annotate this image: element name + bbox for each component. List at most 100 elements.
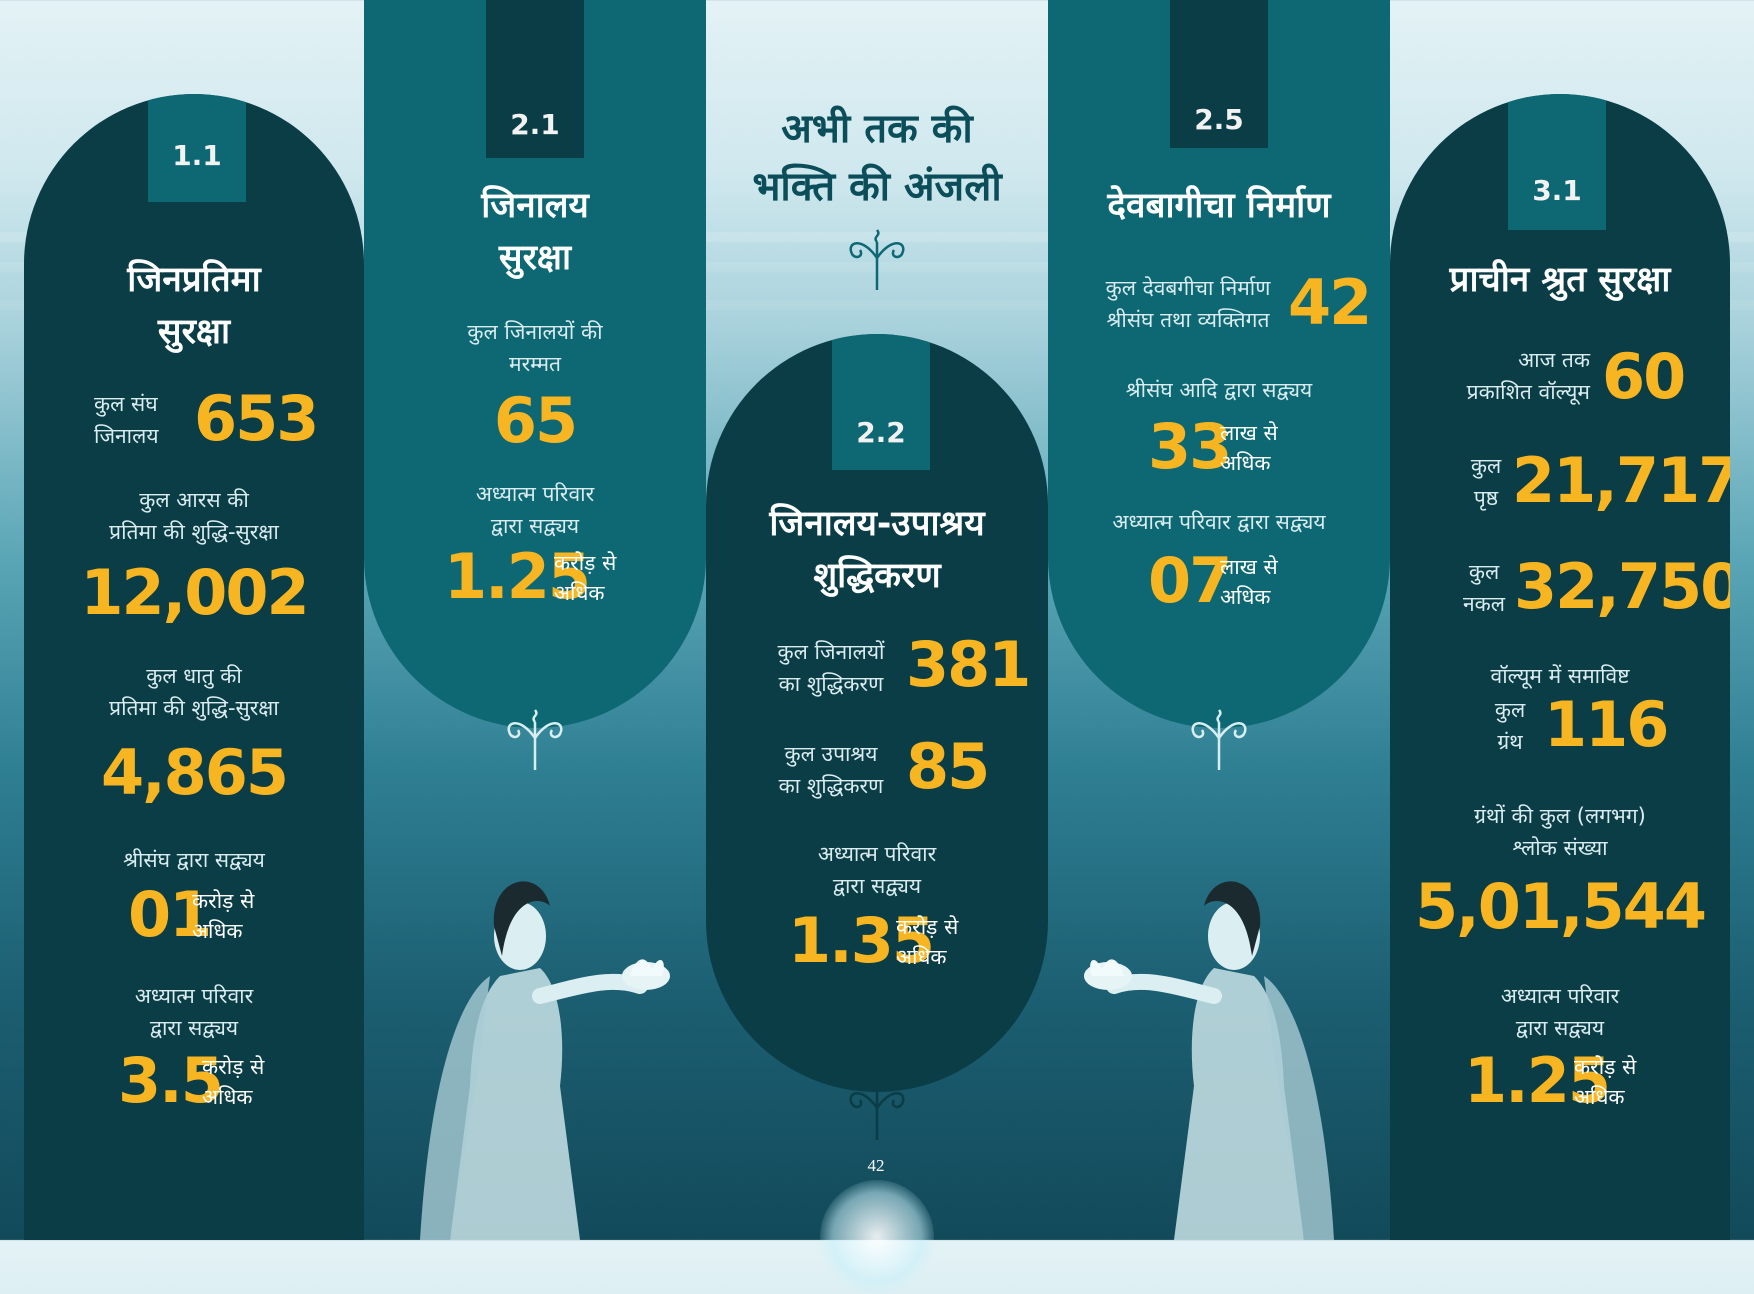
- stat-unit-line: लाख से: [1220, 555, 1278, 579]
- stat-label: कुल पृष्ठ: [1456, 450, 1516, 514]
- stat-unit-line: करोड़ से: [1574, 1055, 1637, 1079]
- stat-value: 12,002: [80, 556, 309, 629]
- stat-label-line: अध्यात्म परिवार: [134, 984, 254, 1008]
- panel-jinalay-suraksha: 2.1 जिनालय सुरक्षा कुल जिनालयों की मरम्म…: [364, 0, 706, 728]
- stat-label: कुल नकल: [1444, 556, 1524, 620]
- stat-unit-line: अधिक: [1220, 585, 1271, 609]
- devotee-figure-right: [1084, 881, 1334, 1240]
- stat-label: अध्यात्म परिवार द्वारा सद्व्यय: [364, 478, 706, 542]
- heading-line-2: भक्ति की अंजली: [752, 164, 1002, 210]
- stat-unit: करोड़ से अधिक: [192, 886, 254, 946]
- floral-ornament-icon: [1191, 709, 1247, 770]
- stat-label-line: पृष्ठ: [1473, 486, 1499, 510]
- stat-value: 32,750: [1514, 550, 1730, 623]
- stat-label-line: नकल: [1462, 592, 1506, 616]
- stat-value: 01: [128, 878, 212, 951]
- stat-unit-line: करोड़ से: [202, 1055, 265, 1079]
- panel-title-line: सुरक्षा: [498, 238, 572, 278]
- stat-label-line: कुल जिनालयों की: [467, 320, 603, 344]
- stat-unit-line: अधिक: [1220, 451, 1271, 475]
- stat-unit: करोड़ से अधिक: [896, 912, 958, 972]
- stat-label-line: ग्रंथ: [1497, 730, 1523, 754]
- panel-title: प्राचीन श्रुत सुरक्षा: [1449, 260, 1671, 300]
- stat-label-line: अध्यात्म परिवार: [1500, 984, 1620, 1008]
- stat-label: श्रीसंघ द्वारा सद्व्यय: [123, 848, 265, 872]
- stat-label: कुल देवबगीचा निर्माण श्रीसंघ तथा व्यक्ति…: [1088, 272, 1288, 336]
- stat-value: 5,01,544: [1415, 870, 1707, 943]
- page-number: 42: [867, 1156, 885, 1175]
- stat-unit: करोड़ से अधिक: [554, 548, 616, 608]
- floral-ornament-icon: [849, 229, 905, 290]
- stat-value: 33: [1148, 410, 1232, 483]
- stat-label: कुल जिनालयों की मरम्मत: [364, 316, 706, 380]
- stat-label-line: द्वारा सद्व्यय: [1515, 1016, 1605, 1040]
- panel-title: जिनालय-उपाश्रय शुद्धिकरण: [706, 498, 1048, 602]
- panel-title-line: जिनालय-उपाश्रय: [769, 504, 985, 544]
- stat-unit-line: अधिक: [1574, 1085, 1625, 1109]
- stat-value: 3.5: [118, 1044, 224, 1117]
- stat-label: कुल आरस की प्रतिमा की शुद्धि-सुरक्षा: [24, 484, 364, 548]
- panel-title: देवबागीचा निर्माण: [1107, 186, 1331, 226]
- stat-label-line: अध्यात्म परिवार: [817, 842, 937, 866]
- stat-value: 116: [1544, 688, 1669, 761]
- stat-label-line: जिनालय: [94, 424, 159, 448]
- stat-value: 653: [194, 382, 319, 455]
- panel-title-line: जिनालय: [481, 186, 589, 226]
- stat-label-line: कुल: [1470, 454, 1502, 478]
- background-streak: [0, 300, 1754, 310]
- stat-label-line: कुल संघ: [94, 392, 158, 416]
- stat-label-line: अध्यात्म परिवार: [475, 482, 595, 506]
- stat-label: कुल जिनालयों का शुद्धिकरण: [746, 636, 916, 700]
- panel-title-line: सुरक्षा: [157, 312, 231, 352]
- panel-title: जिनालय सुरक्षा: [364, 180, 706, 284]
- stat-label-line: का शुद्धिकरण: [778, 672, 884, 696]
- stat-label-line: का शुद्धिकरण: [778, 774, 884, 798]
- stat-label-line: कुल: [1494, 698, 1526, 722]
- stat-label-line: प्रकाशित वॉल्यूम: [1466, 380, 1590, 404]
- stat-value: 85: [906, 730, 990, 803]
- stat-label: अध्यात्म परिवार द्वारा सद्व्यय: [1390, 980, 1730, 1044]
- light-glow: [820, 1180, 934, 1294]
- stat-value: 60: [1602, 340, 1686, 413]
- stat-label-line: द्वारा सद्व्यय: [832, 874, 922, 898]
- stat-label-line: कुल आरस की: [139, 488, 249, 512]
- section-tab: 2.1: [486, 0, 584, 158]
- stat-label-line: कुल उपाश्रय: [784, 742, 878, 766]
- heading-line-1: अभी तक की: [781, 106, 973, 152]
- section-tab: 2.5: [1170, 0, 1268, 148]
- stat-label: वॉल्यूम में समाविष्ट: [1490, 664, 1630, 688]
- stat-value: 1.25: [444, 540, 591, 613]
- devotee-figure-left: [420, 881, 670, 1240]
- stat-label: अध्यात्म परिवार द्वारा सद्व्यय: [1112, 510, 1326, 534]
- stat-value: 4,865: [100, 736, 289, 809]
- panel-jinpratima-suraksha: 1.1 जिनप्रतिमा सुरक्षा कुल संघ जिनालय 65…: [24, 94, 364, 1240]
- stat-label: आज तक प्रकाशित वॉल्यूम: [1430, 344, 1590, 408]
- stat-value: 1.35: [788, 904, 935, 977]
- stat-unit-line: करोड़ से: [192, 889, 255, 913]
- stat-label-line: मरम्मत: [509, 352, 561, 376]
- stat-label: ग्रंथों की कुल (लगभग) श्लोक संख्या: [1390, 800, 1730, 864]
- stat-unit-line: अधिक: [896, 945, 947, 969]
- stat-label: अध्यात्म परिवार द्वारा सद्व्यय: [24, 980, 364, 1044]
- stat-label-line: कुल देवबगीचा निर्माण: [1105, 276, 1271, 300]
- stat-unit-line: अधिक: [554, 581, 605, 605]
- stat-label: कुल उपाश्रय का शुद्धिकरण: [756, 738, 906, 802]
- floral-ornament-icon: [507, 709, 563, 770]
- stat-unit: लाख से अधिक: [1220, 418, 1278, 478]
- stat-value: 1.25: [1464, 1044, 1611, 1117]
- stat-label: कुल संघ जिनालय: [94, 388, 184, 452]
- stat-label: श्रीसंघ आदि द्वारा सद्व्यय: [1125, 378, 1313, 402]
- panel-prachin-shrut-suraksha: 3.1 प्राचीन श्रुत सुरक्षा आज तक प्रकाशित…: [1390, 94, 1730, 1240]
- stat-label-line: श्लोक संख्या: [1512, 836, 1608, 860]
- stat-value: 21,717: [1512, 444, 1730, 517]
- stat-unit-line: लाख से: [1220, 421, 1278, 445]
- stat-label: अध्यात्म परिवार द्वारा सद्व्यय: [706, 838, 1048, 902]
- panel-devbagicha-nirman: 2.5 देवबागीचा निर्माण कुल देवबगीचा निर्म…: [1048, 0, 1390, 728]
- stat-unit-line: अधिक: [202, 1085, 253, 1109]
- floral-ornament-icon: [849, 1079, 905, 1140]
- section-tab: 1.1: [148, 94, 246, 202]
- stat-unit-line: अधिक: [192, 919, 243, 943]
- section-tab: 3.1: [1508, 94, 1606, 230]
- stat-unit: लाख से अधिक: [1220, 552, 1278, 612]
- panel-title: जिनप्रतिमा सुरक्षा: [24, 254, 364, 358]
